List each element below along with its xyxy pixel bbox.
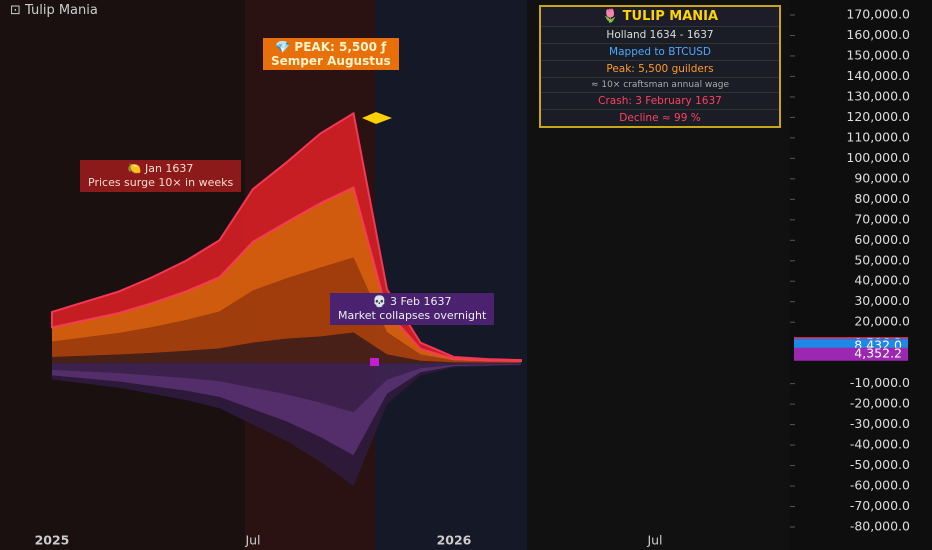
y-tick-label: 40,000.0: [854, 273, 910, 288]
x-tick-label: 2026: [437, 533, 472, 548]
y-tick-label: 70,000.0: [854, 211, 910, 226]
annotation-text: Prices surge 10× in weeks: [88, 176, 234, 189]
area-layer: [52, 364, 521, 487]
annotation: 💀 3 Feb 1637 Market collapses overnight: [330, 293, 495, 325]
y-tick-label: 150,000.0: [846, 47, 910, 62]
x-tick-label: Jul: [244, 533, 260, 548]
y-tick-label: 80,000.0: [854, 191, 910, 206]
y-tick-label: -60,000.0: [850, 478, 910, 493]
info-row: Decline ≈ 99 %: [541, 109, 779, 126]
y-tick-label: 120,000.0: [846, 109, 910, 124]
annotation-title: 🍋 Jan 1637: [127, 162, 194, 175]
area-layer: [52, 257, 521, 363]
area-layer: [51, 111, 522, 363]
y-tick-label: 160,000.0: [846, 27, 910, 42]
annotation: 💎 PEAK: 5,500 ƒ Semper Augustus: [263, 38, 399, 70]
y-tick-label: -40,000.0: [850, 437, 910, 452]
y-tick-label: 30,000.0: [854, 293, 910, 308]
x-tick-label: Jul: [646, 533, 662, 548]
y-tick-label: 20,000.0: [854, 314, 910, 329]
y-tick-label: -50,000.0: [850, 457, 910, 472]
area-layer: [52, 332, 521, 364]
info-row: ≈ 10× craftsman annual wage: [541, 77, 779, 92]
y-tick-label: 110,000.0: [846, 129, 910, 144]
annotation-text: Semper Augustus: [271, 54, 391, 68]
price-label: 4,352.2: [854, 346, 902, 361]
annotation-title: 💎 PEAK: 5,500 ƒ: [275, 40, 387, 54]
info-row: Peak: 5,500 guilders: [541, 60, 779, 77]
info-title: 🌷 TULIP MANIA: [541, 7, 779, 26]
info-row: Holland 1634 - 1637: [541, 26, 779, 43]
annotation-text: Market collapses overnight: [338, 309, 487, 322]
y-tick-label: 90,000.0: [854, 170, 910, 185]
annotation: 🍋 Jan 1637 Prices surge 10× in weeks: [80, 160, 242, 192]
y-tick-label: -10,000.0: [850, 375, 910, 390]
x-tick-label: 2025: [35, 533, 70, 548]
y-tick-label: 140,000.0: [846, 68, 910, 83]
crash-marker: [370, 358, 379, 366]
info-row: Crash: 3 February 1637: [541, 92, 779, 109]
y-tick-label: 60,000.0: [854, 232, 910, 247]
y-tick-label: -70,000.0: [850, 498, 910, 513]
chart-title: ⊡ Tulip Mania: [10, 3, 98, 18]
y-tick-label: 130,000.0: [846, 88, 910, 103]
y-tick-label: 50,000.0: [854, 252, 910, 267]
y-tick-label: -30,000.0: [850, 416, 910, 431]
title-text: Tulip Mania: [25, 3, 98, 18]
price-label-bg: [794, 347, 908, 361]
y-tick-label: -80,000.0: [850, 519, 910, 534]
y-tick-label: -20,000.0: [850, 396, 910, 411]
area-layer: [52, 363, 521, 456]
area-layer: [52, 187, 521, 362]
annotation-title: 💀 3 Feb 1637: [372, 295, 452, 308]
peak-marker: [362, 112, 392, 124]
area-layer: [52, 363, 521, 413]
y-tick-label: 170,000.0: [846, 7, 910, 22]
y-axis-bg: [790, 0, 932, 550]
info-table: 🌷 TULIP MANIA Holland 1634 - 1637 Mapped…: [539, 5, 781, 128]
info-row: Mapped to BTCUSD: [541, 43, 779, 60]
y-tick-label: 100,000.0: [846, 150, 910, 165]
crash-region: [375, 0, 527, 550]
